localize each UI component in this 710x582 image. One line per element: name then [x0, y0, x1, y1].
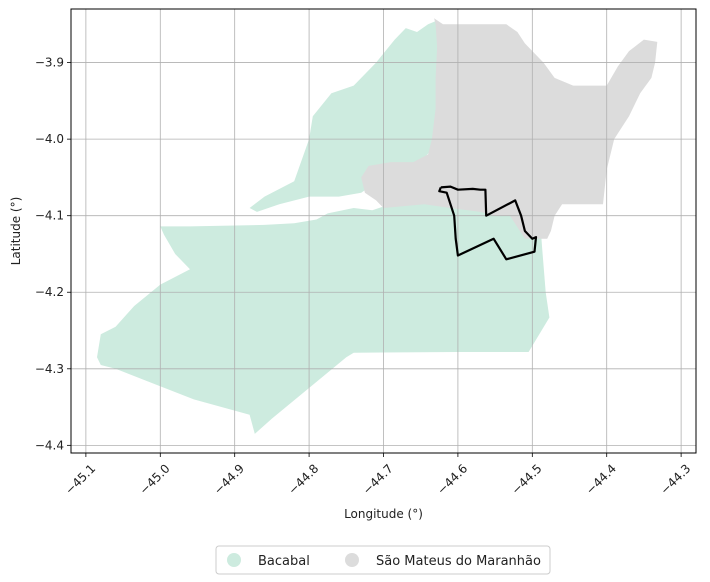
- x-tick-label-2: −44.9: [211, 461, 247, 497]
- x-tick-label-1: −45.0: [137, 461, 173, 497]
- x-tick-label-3: −44.8: [286, 461, 322, 497]
- outline-layer: [438, 185, 538, 261]
- x-tick-label-0: −45.1: [62, 461, 98, 497]
- regions-layer: [97, 18, 658, 434]
- x-tick-label-7: −44.4: [583, 461, 619, 497]
- y-axis: −3.9 −4.0 −4.1 −4.2 −4.3 −4.4: [35, 56, 71, 452]
- legend-label-0: Bacabal: [258, 554, 310, 569]
- y-tick-label-1: −4.0: [35, 132, 64, 146]
- y-axis-label: Latitude (°): [9, 197, 23, 266]
- legend-marker-0: [227, 553, 241, 567]
- legend-marker-1: [345, 553, 359, 567]
- region-sao-mateus-do-maranhao-2: [361, 18, 658, 239]
- x-tick-label-6: −44.5: [509, 461, 545, 497]
- legend-label-1: São Mateus do Maranhão: [376, 554, 541, 569]
- y-tick-label-5: −4.4: [35, 438, 64, 452]
- x-tick-label-5: −44.6: [434, 461, 470, 497]
- x-tick-label-8: −44.3: [658, 461, 694, 497]
- y-tick-label-3: −4.2: [35, 285, 64, 299]
- y-tick-label-2: −4.1: [35, 209, 64, 223]
- grid-layer: [71, 9, 696, 453]
- boundary-outline: [438, 185, 538, 261]
- y-tick-label-4: −4.3: [35, 362, 64, 376]
- region-bacabal-0: [97, 201, 550, 434]
- legend-box: [215, 545, 551, 575]
- x-axis: −45.1 −45.0 −44.9 −44.8 −44.7 −44.6 −44.5 −44.4…: [62, 453, 693, 497]
- x-tick-label-4: −44.7: [360, 461, 396, 497]
- legend: Bacabal São Mateus do Maranhão: [215, 545, 551, 575]
- y-tick-label-0: −3.9: [35, 56, 64, 70]
- x-axis-label: Longitude (°): [344, 507, 423, 521]
